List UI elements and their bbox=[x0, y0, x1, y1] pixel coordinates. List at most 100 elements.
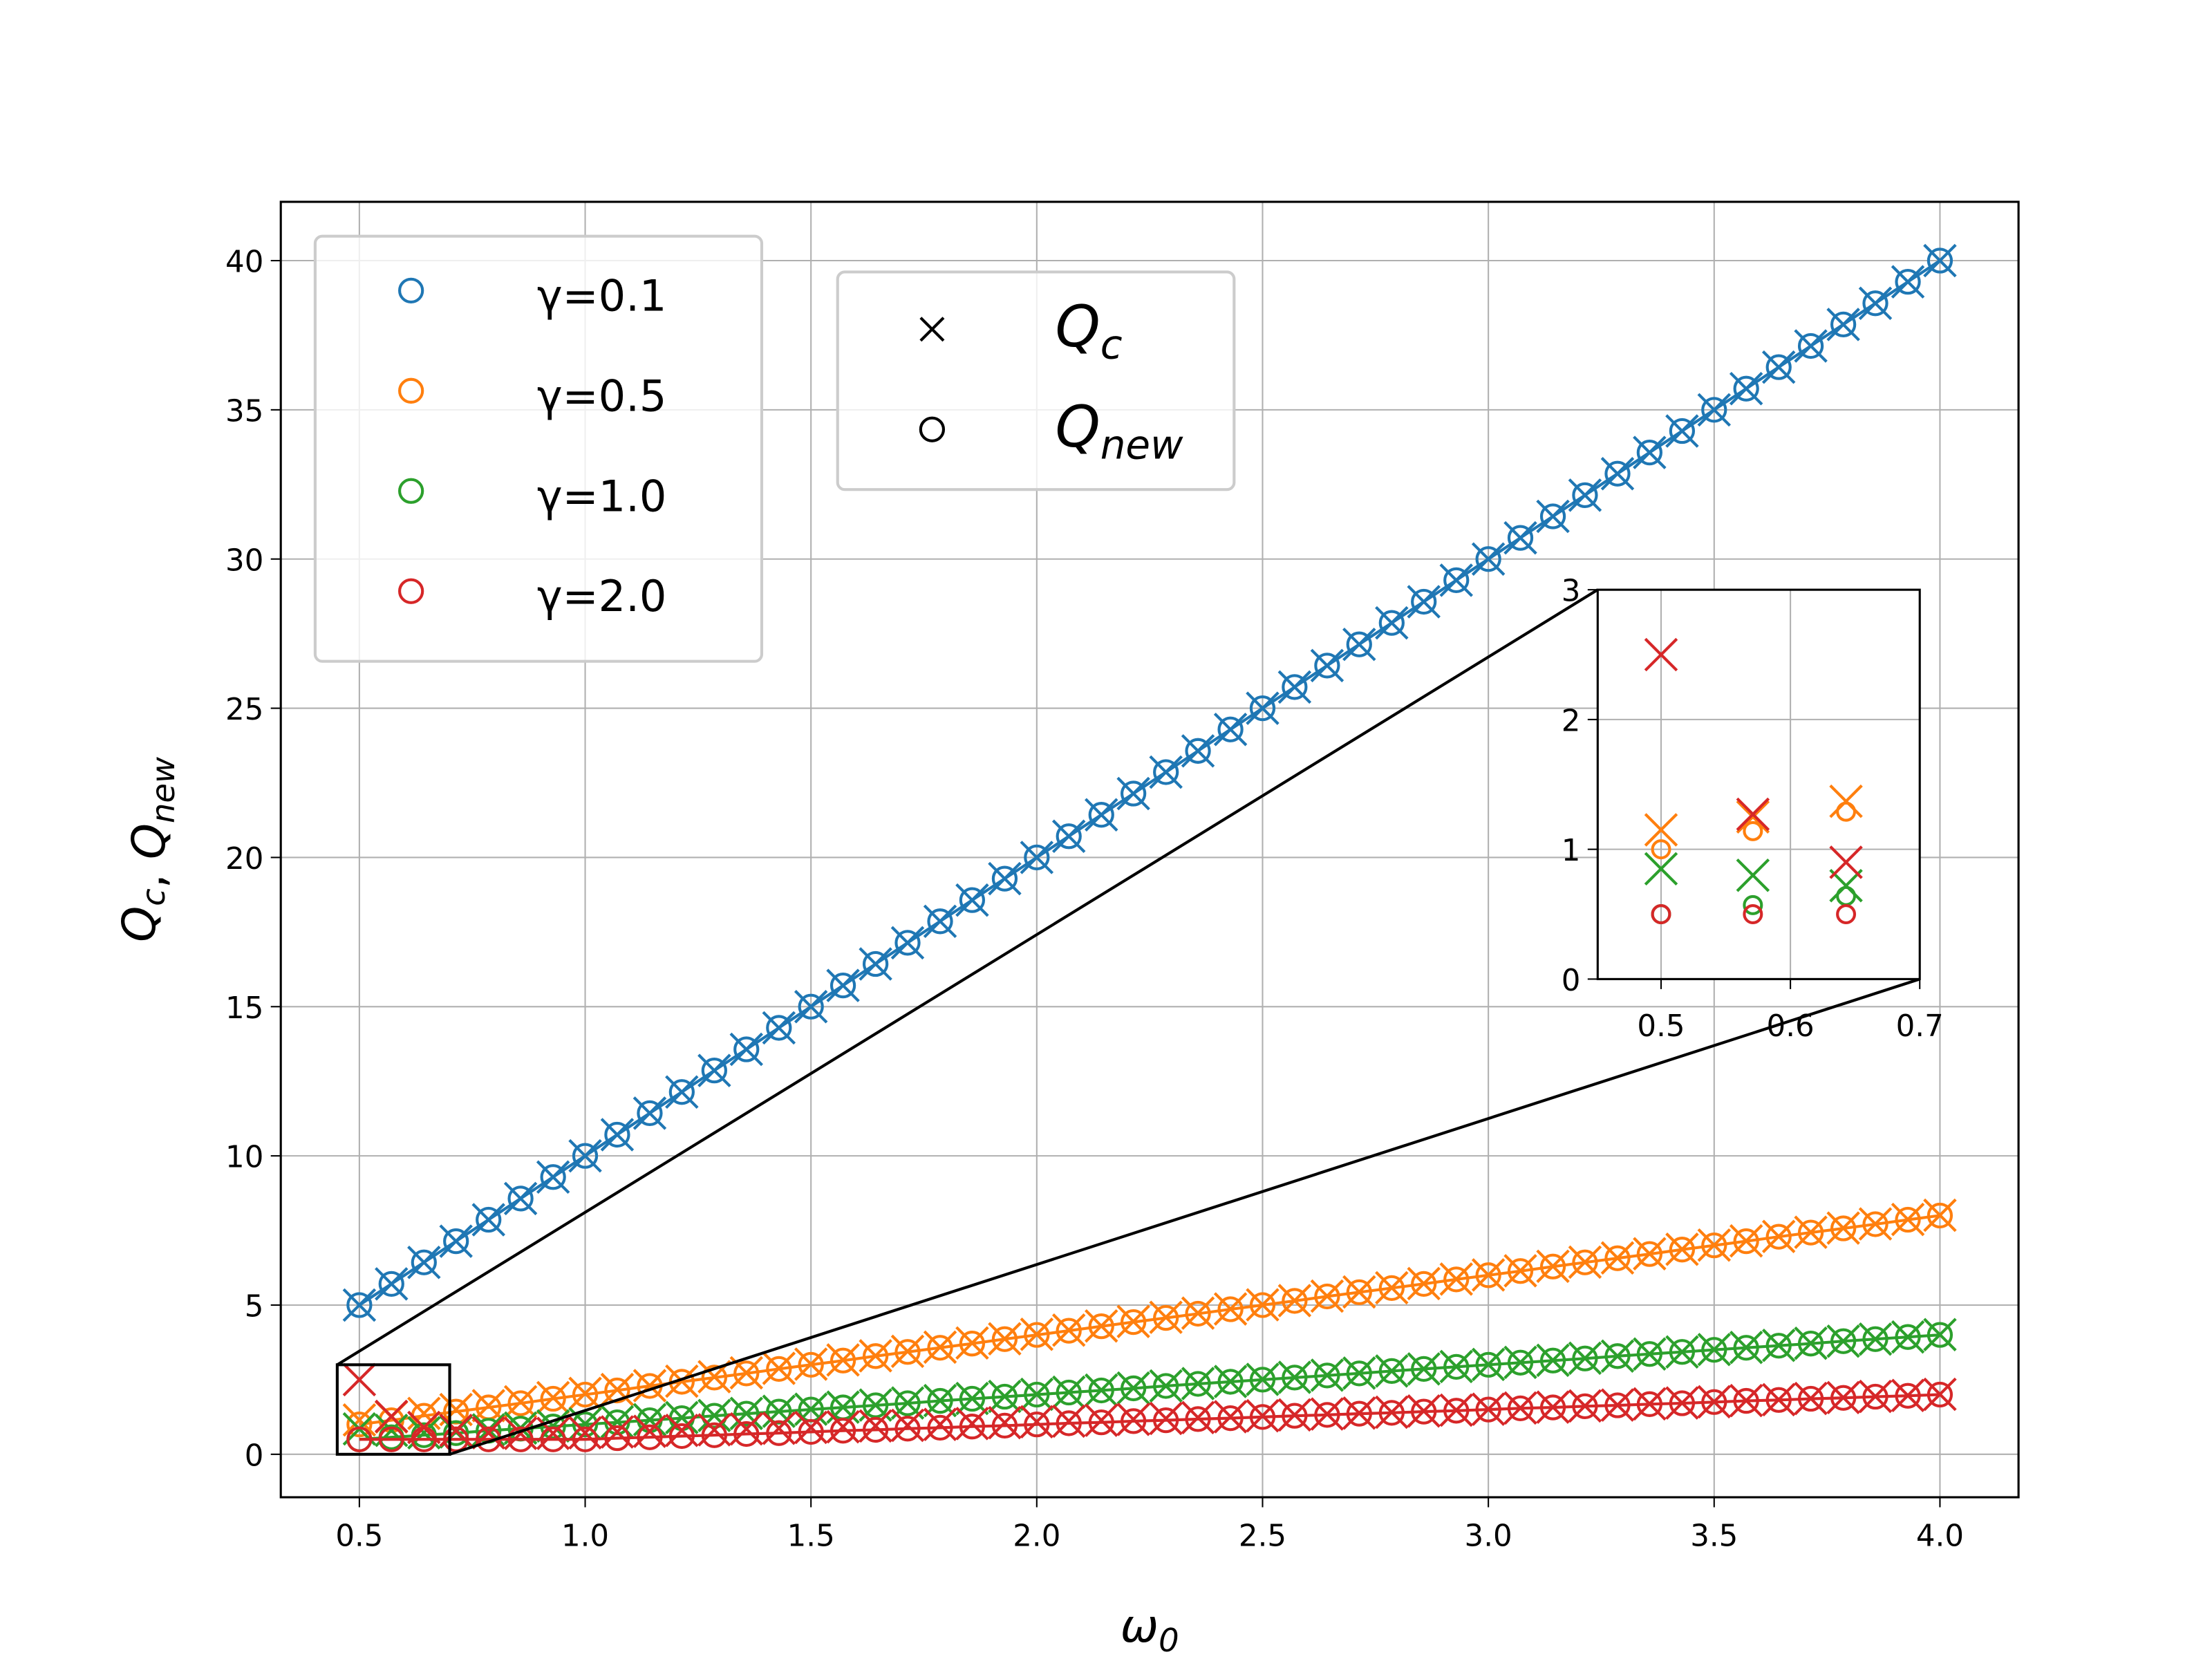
x-tick-label: 3.5 bbox=[1690, 1519, 1738, 1553]
cross-marker bbox=[1633, 1337, 1667, 1371]
circle-marker bbox=[1507, 1395, 1534, 1421]
cross-marker bbox=[1600, 1388, 1635, 1422]
cross-marker bbox=[1503, 521, 1537, 555]
circle-marker bbox=[378, 1271, 404, 1297]
circle-marker bbox=[1927, 1381, 1953, 1408]
cross-marker bbox=[1829, 784, 1863, 818]
circle-marker bbox=[1507, 1349, 1534, 1376]
circle-marker bbox=[830, 1347, 856, 1374]
cross-marker bbox=[1342, 1275, 1376, 1309]
cross-marker bbox=[1737, 223, 1769, 254]
cross-marker bbox=[1116, 1371, 1150, 1405]
legend-text: γ=2.0 bbox=[537, 571, 667, 621]
circle-marker bbox=[507, 1185, 534, 1212]
circle-marker bbox=[830, 1418, 856, 1444]
cross-marker bbox=[1051, 1375, 1086, 1409]
cross-marker bbox=[568, 1376, 602, 1411]
x-tick-label: 0.7 bbox=[1896, 1009, 1944, 1044]
circle-marker bbox=[991, 1412, 1018, 1439]
x-tick-label: 0.6 bbox=[1767, 1009, 1815, 1044]
cross-marker bbox=[1665, 1232, 1699, 1266]
cross-marker bbox=[342, 1288, 377, 1322]
cross-marker bbox=[536, 1380, 570, 1415]
circle-marker bbox=[830, 972, 856, 999]
cross-marker bbox=[1794, 1327, 1828, 1360]
circle-marker bbox=[1927, 1202, 1953, 1229]
circle-marker bbox=[1088, 802, 1114, 828]
legend-label: Qnew bbox=[1055, 393, 1183, 468]
cross-marker bbox=[955, 1381, 989, 1416]
cross-marker bbox=[1310, 1397, 1344, 1431]
cross-marker bbox=[632, 1414, 667, 1448]
cross-marker bbox=[794, 1392, 828, 1426]
cross-marker bbox=[1471, 1347, 1506, 1382]
cross-marker bbox=[375, 1267, 409, 1301]
circle-marker bbox=[1411, 588, 1437, 615]
symbol: Q bbox=[122, 823, 176, 859]
cross-marker bbox=[923, 1330, 957, 1365]
cross-marker bbox=[1736, 800, 1770, 834]
x-tick-label: 2.0 bbox=[1013, 1519, 1060, 1553]
cross-marker bbox=[1858, 1379, 1893, 1414]
circle-marker bbox=[1797, 1331, 1824, 1357]
circle-marker bbox=[1604, 1343, 1631, 1369]
cross-marker bbox=[503, 1181, 538, 1216]
circle-marker bbox=[1701, 1389, 1727, 1415]
cross-marker bbox=[1536, 1390, 1570, 1424]
circle-marker bbox=[1927, 247, 1953, 274]
cross-marker bbox=[600, 1415, 635, 1449]
circle-marker bbox=[1507, 525, 1534, 551]
y-tick-label: 1 bbox=[1562, 834, 1581, 868]
circle-marker bbox=[1539, 1394, 1566, 1421]
circle-marker bbox=[959, 1331, 986, 1357]
cross-marker bbox=[632, 1369, 667, 1403]
cross-marker bbox=[1858, 286, 1893, 320]
circle-marker bbox=[1378, 1400, 1405, 1426]
cross-marker bbox=[1536, 1249, 1570, 1284]
circle-marker bbox=[927, 1335, 953, 1361]
circle-marker bbox=[798, 1351, 824, 1378]
cross-marker bbox=[1794, 329, 1828, 363]
cross-marker bbox=[1149, 1401, 1183, 1436]
cross-marker bbox=[1891, 1202, 1925, 1237]
circle-marker bbox=[1743, 904, 1763, 925]
cross-marker bbox=[1858, 1207, 1893, 1241]
circle-marker bbox=[1153, 1304, 1179, 1331]
circle-marker bbox=[1572, 482, 1598, 508]
cross-marker bbox=[1020, 1405, 1054, 1439]
circle-marker bbox=[1636, 1241, 1662, 1267]
cross-marker bbox=[1665, 1335, 1699, 1369]
circle-marker bbox=[1830, 1328, 1857, 1354]
circle-marker bbox=[1765, 354, 1792, 380]
cross-marker bbox=[1471, 542, 1506, 576]
legend-text: γ=0.5 bbox=[537, 371, 667, 421]
cross-marker bbox=[1633, 1237, 1667, 1271]
cross-marker bbox=[1277, 1398, 1312, 1432]
cross-marker bbox=[1665, 1386, 1699, 1420]
circle-marker bbox=[1443, 1353, 1470, 1380]
circle-marker bbox=[1443, 567, 1470, 594]
circle-marker bbox=[1475, 1396, 1501, 1423]
circle-marker bbox=[1411, 1356, 1437, 1382]
y-tick-label: 3 bbox=[1562, 574, 1581, 609]
cross-marker bbox=[729, 1396, 764, 1430]
circle-marker bbox=[701, 1058, 728, 1084]
circle-marker bbox=[1636, 1341, 1662, 1367]
cross-marker bbox=[1923, 243, 1957, 278]
cross-marker bbox=[1181, 1400, 1215, 1434]
cross-marker bbox=[1665, 414, 1699, 448]
cross-marker bbox=[503, 1385, 538, 1419]
circle-marker bbox=[1572, 1393, 1598, 1419]
circle-marker bbox=[959, 1414, 986, 1440]
circle-marker bbox=[346, 1426, 373, 1452]
cross-marker bbox=[1246, 1398, 1280, 1433]
circle-marker bbox=[1185, 1300, 1211, 1327]
cross-marker bbox=[1020, 1377, 1054, 1412]
circle-marker bbox=[1636, 439, 1662, 466]
circle-marker bbox=[1733, 1387, 1759, 1414]
cross-marker bbox=[1439, 1262, 1473, 1296]
series-line bbox=[359, 1214, 1940, 1426]
cross-marker bbox=[1729, 1224, 1763, 1258]
circle-marker bbox=[1121, 1375, 1147, 1402]
cross-marker bbox=[1277, 1284, 1312, 1318]
